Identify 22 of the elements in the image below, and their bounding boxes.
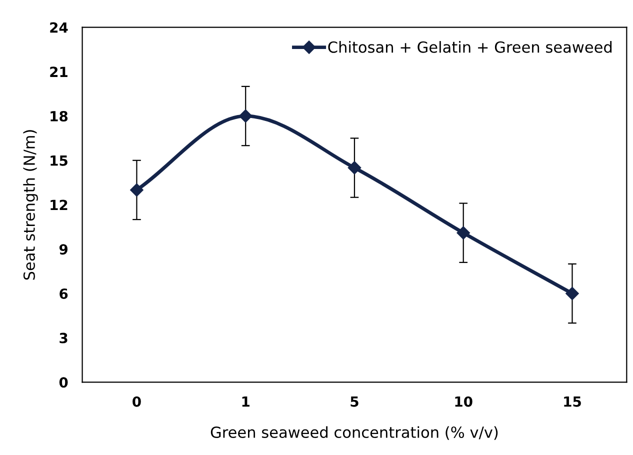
x-tick-label: 5 (350, 396, 358, 407)
y-tick-label: 24 (50, 22, 68, 33)
x-tick-label: 10 (455, 396, 472, 407)
y-tick-label: 0 (59, 377, 68, 388)
y-tick-label: 15 (50, 156, 68, 166)
y-tick-label: 9 (59, 244, 68, 255)
y-tick-label: 21 (50, 66, 68, 77)
y-tick-label: 6 (60, 288, 68, 299)
x-tick-label: 1 (242, 396, 250, 407)
legend-label: Chitosan + Gelatin + Green seaweed (328, 41, 612, 53)
point (456, 226, 470, 240)
y-tick-label: 18 (50, 110, 68, 122)
y-tick-label: 3 (60, 332, 68, 344)
point (566, 286, 579, 300)
x-tick-label: 15 (564, 396, 581, 407)
point (239, 109, 252, 123)
y-axis-title: Seat strength (N/m) (23, 130, 38, 280)
x-tick-label: 0 (132, 396, 141, 407)
point (348, 161, 362, 174)
x-axis-title: Green seaweed concentration (% v/v) (210, 426, 498, 440)
y-tick-label: 12 (50, 200, 68, 210)
point (130, 183, 144, 197)
